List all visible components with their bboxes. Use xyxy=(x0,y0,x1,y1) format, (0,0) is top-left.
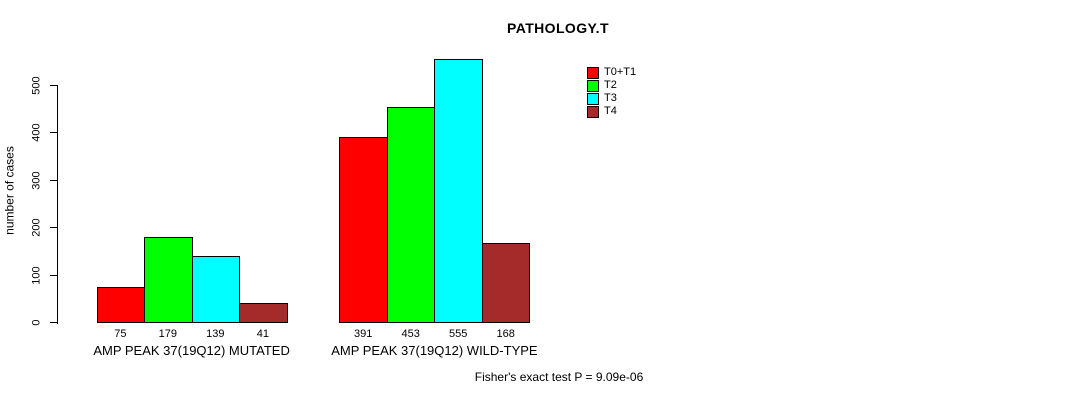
group-label: AMP PEAK 37(19Q12) MUTATED xyxy=(93,343,290,358)
y-axis-line xyxy=(57,85,58,324)
bar-value-label: 168 xyxy=(496,328,515,340)
group-label: AMP PEAK 37(19Q12) WILD-TYPE xyxy=(331,343,538,358)
y-tick-label: 400 xyxy=(30,123,43,142)
bar-value-label: 391 xyxy=(353,328,373,340)
bar-value-label: 41 xyxy=(256,328,269,340)
legend-swatch xyxy=(587,92,599,105)
bar xyxy=(481,242,531,323)
y-tick-label: 0 xyxy=(30,319,43,326)
bar-value-label: 75 xyxy=(114,328,127,340)
y-tick-label: 500 xyxy=(30,75,43,95)
legend-swatch xyxy=(587,79,599,92)
bar xyxy=(239,303,288,323)
bar xyxy=(434,58,483,323)
chart-title: PATHOLOGY.T xyxy=(507,20,609,36)
legend-item: T4 xyxy=(587,105,636,118)
legend-label: T2 xyxy=(604,79,617,91)
legend-swatch xyxy=(587,66,599,79)
y-tick-mark xyxy=(50,132,57,133)
y-tick-mark xyxy=(50,179,57,181)
y-axis-title: number of cases xyxy=(2,146,17,235)
legend-item: T0+T1 xyxy=(587,66,636,79)
legend-label: T3 xyxy=(604,92,617,104)
legend-label: T4 xyxy=(604,105,617,117)
y-tick-mark xyxy=(50,322,57,323)
bar xyxy=(96,286,146,323)
y-tick-label: 100 xyxy=(30,265,43,285)
legend-swatch xyxy=(587,105,599,118)
annotation-text: Fisher's exact test P = 9.09e-06 xyxy=(474,370,644,384)
bar xyxy=(191,256,241,323)
legend-item: T2 xyxy=(587,79,636,92)
bar-value-label: 179 xyxy=(158,328,178,340)
bar-value-label: 453 xyxy=(401,328,420,340)
bar xyxy=(386,107,436,323)
legend-item: T3 xyxy=(587,92,636,105)
bar-value-label: 555 xyxy=(448,328,468,340)
bar xyxy=(339,136,388,323)
legend: T0+T1 T2 T3 T4 xyxy=(587,66,636,118)
y-tick-mark xyxy=(50,274,57,276)
bar-value-label: 139 xyxy=(206,328,225,340)
y-tick-mark xyxy=(50,227,57,228)
bar xyxy=(144,237,193,323)
y-tick-label: 300 xyxy=(30,170,43,190)
y-tick-mark xyxy=(50,84,57,86)
y-tick-label: 200 xyxy=(30,218,43,237)
legend-label: T0+T1 xyxy=(604,66,637,78)
